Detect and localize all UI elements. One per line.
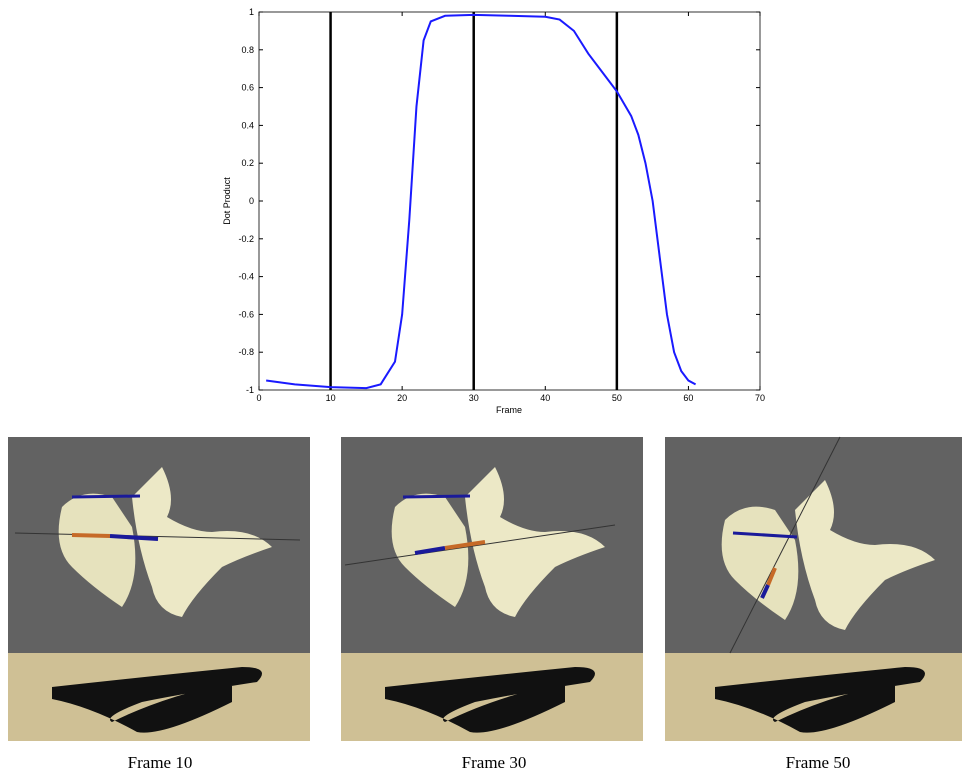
panel (341, 437, 643, 741)
y-tick-label: 0 (249, 196, 254, 206)
y-tick-label: 1 (249, 7, 254, 17)
y-tick-label: 0.8 (241, 45, 254, 55)
x-tick-label: 70 (755, 393, 765, 403)
y-tick-label: 0.2 (241, 158, 254, 168)
x-tick-label: 60 (683, 393, 693, 403)
x-tick-label: 40 (540, 393, 550, 403)
figure: Frame Dot Product Frame 10 Frame 30 Fram… (0, 0, 969, 774)
x-tick-label: 50 (612, 393, 622, 403)
y-tick-label: -0.4 (238, 272, 254, 282)
page: Frame Dot Product Frame 10 Frame 30 Fram… (0, 0, 969, 774)
caption: Frame 50 (786, 753, 851, 772)
caption: Frame 30 (462, 753, 527, 772)
panel (8, 437, 310, 741)
y-tick-label: 0.4 (241, 120, 254, 130)
panel (665, 437, 962, 741)
x-tick-label: 30 (469, 393, 479, 403)
x-tick-label: 0 (256, 393, 261, 403)
plot-area (259, 12, 760, 390)
y-tick-label: -0.2 (238, 234, 254, 244)
caption: Frame 10 (128, 753, 193, 772)
y-tick-label: 0.6 (241, 83, 254, 93)
y-tick-label: -0.6 (238, 309, 254, 319)
x-axis-label: Frame (496, 405, 522, 415)
y-axis-label: Dot Product (222, 177, 232, 225)
x-tick-label: 10 (326, 393, 336, 403)
y-tick-label: -0.8 (238, 347, 254, 357)
x-tick-label: 20 (397, 393, 407, 403)
y-tick-label: -1 (246, 385, 254, 395)
